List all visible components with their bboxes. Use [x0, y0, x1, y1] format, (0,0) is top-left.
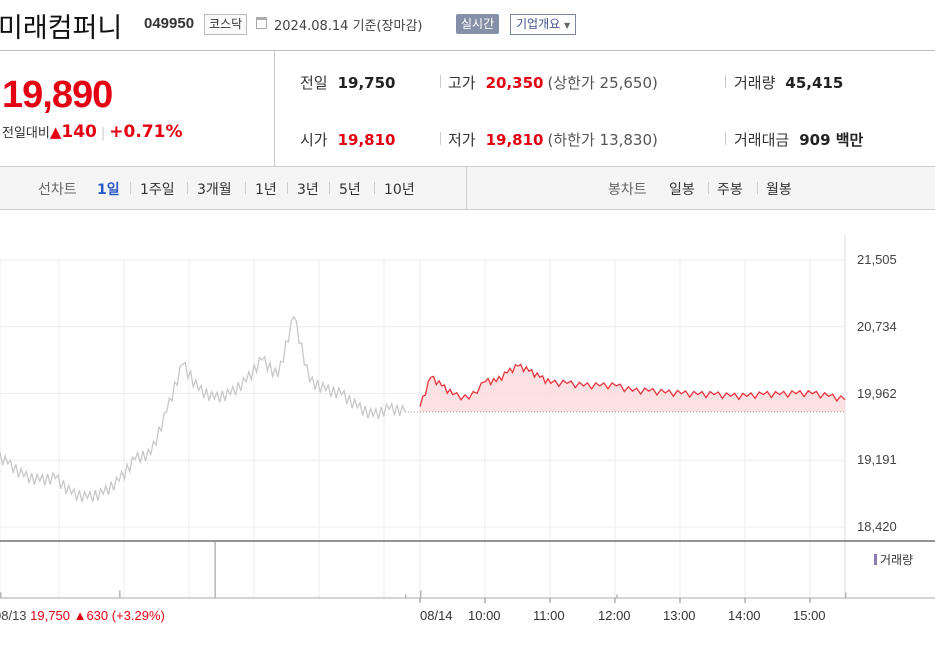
chevron-down-icon: ▼ [564, 21, 571, 30]
stat-value: 20,350 [485, 74, 544, 92]
realtime-button[interactable]: 실시간 [456, 14, 500, 34]
stat-open: 시가 19,810 [300, 129, 396, 150]
company-name: 미래컴퍼니 [0, 13, 123, 44]
volume-bar [616, 594, 618, 598]
divider [757, 182, 758, 194]
x-tick-label: 12:00 [598, 608, 631, 623]
tab-5years[interactable]: 5년 [339, 182, 361, 198]
divider [245, 182, 246, 194]
price-box: 19,890 전일대비▲140 | +0.71% [0, 51, 275, 166]
line-chart-label: 선차트 [38, 182, 77, 198]
volume-legend: 거래량 [874, 551, 913, 568]
divider: | [100, 126, 106, 141]
y-tick-label: 20,734 [857, 318, 897, 334]
tab-weekly[interactable]: 주봉 [717, 182, 743, 198]
divider [440, 132, 441, 145]
stock-header: 미래컴퍼니 049950 코스닥 2024.08.14 기준(장마감) 실시간 … [0, 0, 935, 50]
stat-label: 거래대금 [734, 131, 790, 149]
tab-10years[interactable]: 10년 [384, 182, 415, 198]
stat-value: 19,810 [485, 131, 544, 149]
stat-volume: 거래량 45,415 [734, 72, 843, 93]
divider [0, 166, 935, 167]
diff-percent: +0.71% [109, 122, 183, 142]
divider [0, 50, 935, 51]
stat-low: 저가 19,810 (하한가 13,830) [448, 129, 658, 150]
prev-day-change: 630 [86, 608, 109, 623]
volume-bar [845, 592, 847, 598]
upper-limit: (상한가 25,650) [547, 74, 658, 92]
stat-label: 시가 [300, 131, 328, 149]
legend-swatch [874, 554, 877, 565]
series-line-today [419, 363, 846, 407]
stat-value: 19,810 [337, 131, 396, 149]
divider [329, 182, 330, 194]
volume-bar [405, 594, 407, 598]
prev-day-pct: (+3.29%) [111, 608, 165, 623]
lower-limit: (하한가 13,830) [547, 131, 658, 149]
stat-amount: 거래대금 909 백만 [734, 129, 863, 150]
tab-3years[interactable]: 3년 [297, 182, 319, 198]
diff-label: 전일대비 [2, 126, 50, 141]
volume-bar [119, 590, 121, 598]
x-tick-label: 13:00 [663, 608, 696, 623]
tab-1day[interactable]: 1일 [97, 182, 120, 198]
calendar-icon [256, 17, 267, 29]
stat-value: 19,750 [337, 74, 396, 92]
up-arrow-icon: ▲ [49, 123, 62, 141]
stat-label: 거래량 [734, 74, 776, 92]
divider [708, 182, 709, 194]
stat-high: 고가 20,350 (상한가 25,650) [448, 72, 658, 93]
y-tick-label: 18,420 [857, 519, 897, 534]
x-tick-label: 10:00 [468, 608, 501, 623]
series-line-prev-day [0, 315, 406, 503]
stat-label: 고가 [448, 74, 476, 92]
stat-value: 909 백만 [799, 131, 864, 149]
tab-monthly[interactable]: 월봉 [766, 182, 792, 198]
y-tick-label: 19,962 [857, 385, 897, 401]
divider [440, 75, 441, 88]
divider [130, 182, 131, 194]
divider [374, 182, 375, 194]
volume-legend-label: 거래량 [880, 553, 914, 567]
stat-label: 저가 [448, 131, 476, 149]
prev-day-summary: 08/13 19,750 ▲630 (+3.29%) [0, 608, 165, 623]
stat-label: 전일 [300, 74, 328, 92]
base-date: 2024.08.14 기준(장마감) [274, 19, 423, 34]
divider [725, 132, 726, 145]
x-tick-label: 14:00 [728, 608, 761, 623]
prev-day-date: 08/13 [0, 608, 27, 623]
chart-tab-bar: 선차트 1일 1주일 3개월 1년 3년 5년 10년 봉차트 일봉 주봉 월봉 [0, 167, 935, 210]
up-arrow-icon: ▲ [73, 608, 87, 623]
diff-value: 140 [61, 122, 97, 142]
series-area-today [420, 364, 845, 412]
volume-bar [0, 592, 2, 598]
x-tick-label: 11:00 [533, 608, 565, 623]
divider [287, 182, 288, 194]
y-tick-label: 21,505 [857, 252, 897, 267]
current-price: 19,890 [2, 74, 113, 116]
candle-chart-label: 봉차트 [608, 182, 647, 198]
stock-code: 049950 [144, 15, 195, 32]
tab-1year[interactable]: 1년 [255, 182, 277, 198]
tab-3months[interactable]: 3개월 [197, 182, 232, 198]
x-tick-label: 08/14 [420, 608, 453, 623]
volume-bar [214, 542, 216, 598]
tab-1week[interactable]: 1주일 [140, 182, 175, 198]
company-overview-dropdown[interactable]: 기업개요 ▼ [510, 14, 577, 35]
divider [187, 182, 188, 194]
x-tick-label: 15:00 [793, 608, 826, 623]
divider [466, 167, 467, 209]
prev-day-close: 19,750 [30, 608, 70, 623]
stat-prev-close: 전일 19,750 [300, 72, 396, 93]
stat-value: 45,415 [785, 74, 844, 92]
market-badge: 코스닥 [204, 14, 248, 35]
y-tick-label: 19,191 [857, 452, 897, 468]
divider [725, 75, 726, 88]
volume-bar [420, 590, 422, 598]
price-change: 전일대비▲140 | +0.71% [2, 122, 183, 142]
company-overview-label: 기업개요 [516, 17, 561, 31]
tab-daily[interactable]: 일봉 [669, 182, 695, 198]
